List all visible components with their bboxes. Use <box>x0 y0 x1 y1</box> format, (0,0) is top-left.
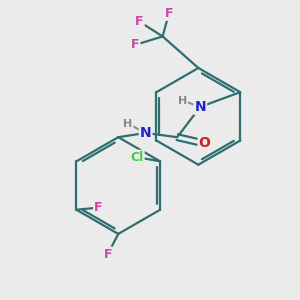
Text: Cl: Cl <box>130 151 144 164</box>
Text: H: H <box>123 119 133 129</box>
Text: F: F <box>103 248 112 261</box>
Text: F: F <box>135 15 144 28</box>
Text: N: N <box>140 126 152 140</box>
Text: H: H <box>178 96 187 106</box>
Text: N: N <box>194 100 206 114</box>
Text: F: F <box>131 38 140 51</box>
Text: O: O <box>199 136 210 151</box>
Text: F: F <box>94 201 103 214</box>
Text: F: F <box>165 7 173 20</box>
